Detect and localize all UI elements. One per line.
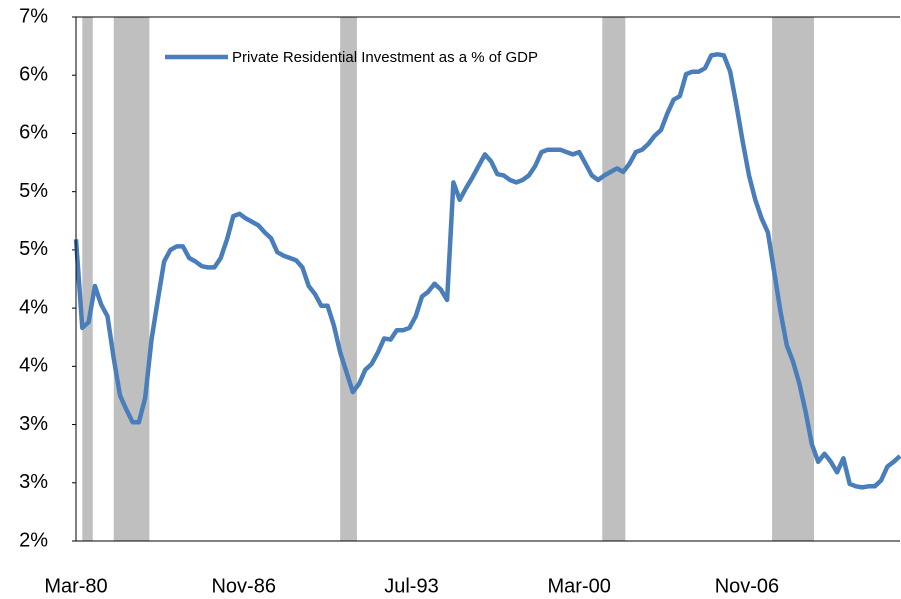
data-line (73, 52, 901, 490)
legend-label: Private Residential Investment as a % of… (232, 49, 538, 66)
x-tick-label: Mar-80 (44, 575, 107, 597)
y-tick-label: 5% (19, 238, 48, 260)
x-tick-label: Mar-00 (548, 575, 611, 597)
recession-band (340, 17, 357, 541)
x-tick-label: Nov-86 (211, 575, 275, 597)
x-tick-label: Nov-06 (715, 575, 779, 597)
recession-band (772, 17, 815, 541)
recession-band (602, 17, 626, 541)
y-tick-label: 6% (19, 64, 48, 86)
y-tick-label: 4% (19, 296, 48, 318)
y-tick-label: 3% (19, 413, 48, 435)
y-tick-label: 7% (19, 5, 48, 27)
x-tick-label: Jul-93 (384, 575, 438, 597)
y-tick-label: 4% (19, 355, 48, 377)
y-tick-label: 3% (19, 471, 48, 493)
recession-band (82, 17, 93, 541)
y-tick-label: 6% (19, 122, 48, 144)
recession-band (113, 17, 150, 541)
y-tick-label: 2% (19, 529, 48, 551)
y-tick-label: 5% (19, 180, 48, 202)
